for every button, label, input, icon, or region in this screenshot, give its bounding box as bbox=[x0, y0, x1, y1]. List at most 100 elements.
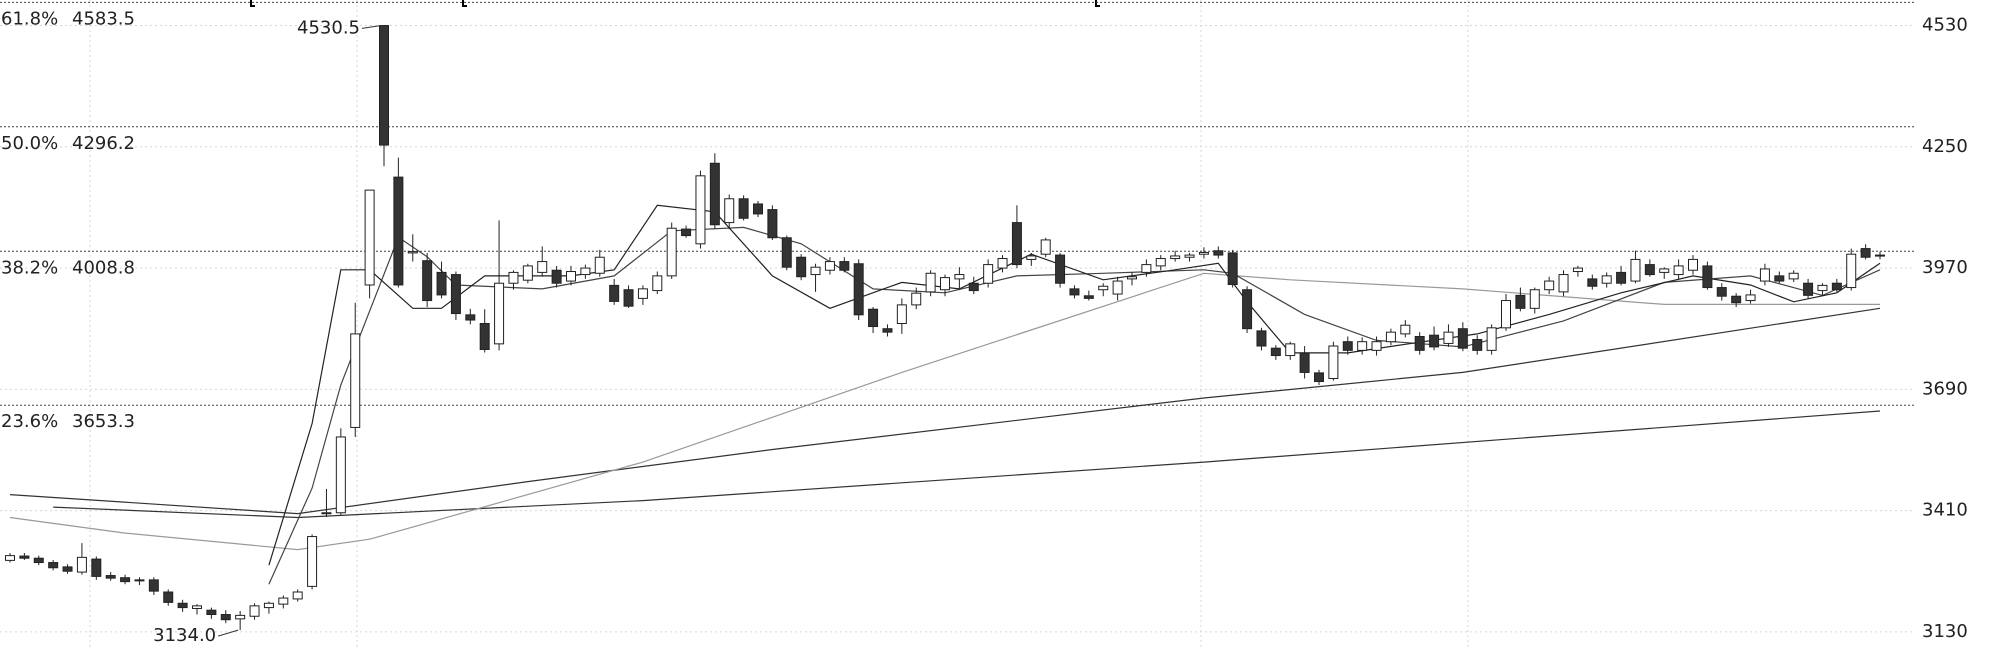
moving-average bbox=[53, 410, 1881, 519]
y-tick-label: 3970 bbox=[1922, 257, 1968, 278]
candle-body bbox=[1198, 251, 1209, 255]
candle-body bbox=[1457, 328, 1468, 349]
candle-body bbox=[465, 314, 476, 321]
candle-body bbox=[796, 256, 807, 278]
fib-price: 4008.8 bbox=[72, 257, 135, 278]
candle-body bbox=[1803, 282, 1814, 296]
period-marker bbox=[250, 0, 1100, 7]
candle-body bbox=[1184, 254, 1195, 258]
candle-body bbox=[335, 436, 346, 514]
candle-body bbox=[177, 602, 188, 609]
fib-price: 3653.3 bbox=[72, 411, 135, 432]
candle-body bbox=[566, 271, 576, 282]
fib-ratio: 50.0% bbox=[1, 133, 58, 154]
candle-body bbox=[1860, 248, 1871, 258]
candle-body bbox=[738, 198, 749, 219]
candle-body bbox=[781, 237, 792, 268]
candle-body bbox=[91, 558, 102, 577]
candle-body bbox=[1688, 258, 1698, 271]
candle-body bbox=[134, 579, 145, 582]
candle-body bbox=[508, 271, 519, 284]
candle-body bbox=[494, 282, 505, 345]
candle-body bbox=[192, 605, 202, 609]
candle-body bbox=[350, 333, 361, 428]
extreme-label: 4530.5 bbox=[297, 17, 360, 38]
candle-body bbox=[753, 203, 763, 215]
candle-body bbox=[105, 575, 116, 579]
y-tick-label: 4530 bbox=[1922, 15, 1968, 36]
candle-body bbox=[1127, 276, 1137, 280]
candle-body bbox=[479, 323, 490, 350]
candle-body bbox=[709, 162, 720, 226]
candle-body bbox=[1486, 327, 1497, 351]
candle-body bbox=[997, 258, 1008, 269]
candle-body bbox=[1817, 284, 1828, 292]
candle-body bbox=[1630, 258, 1641, 282]
candle-body bbox=[1572, 267, 1583, 273]
candle-body bbox=[1472, 339, 1483, 351]
candle-body bbox=[1385, 331, 1396, 343]
candle-body bbox=[1745, 294, 1756, 302]
candle-body bbox=[120, 577, 131, 583]
extreme-label: 3134.0 bbox=[153, 625, 216, 646]
candle-body bbox=[1544, 280, 1555, 291]
candle-body bbox=[1774, 275, 1785, 282]
fib-price: 4583.5 bbox=[72, 8, 135, 29]
candle-body bbox=[1055, 254, 1066, 284]
candle-body bbox=[853, 263, 864, 316]
candle-body bbox=[33, 557, 44, 564]
candle-body bbox=[48, 562, 59, 569]
y-tick-label: 3410 bbox=[1922, 500, 1968, 521]
candle-body bbox=[1026, 255, 1037, 260]
candle-body bbox=[882, 328, 893, 333]
candle-body bbox=[1875, 254, 1885, 257]
candle-body bbox=[393, 176, 404, 286]
candle-body bbox=[1155, 258, 1166, 267]
candle-body bbox=[681, 228, 692, 237]
candle-body bbox=[724, 198, 735, 224]
moving-average bbox=[9, 307, 1881, 515]
candle-body bbox=[868, 308, 879, 328]
candle-body bbox=[307, 536, 318, 587]
candle-body bbox=[1414, 335, 1425, 351]
candle-body bbox=[1644, 264, 1655, 276]
candle-body bbox=[983, 264, 994, 284]
candle-body bbox=[1328, 345, 1339, 379]
candle-body bbox=[1242, 289, 1253, 330]
candle-body bbox=[1256, 330, 1267, 347]
candle-body bbox=[968, 282, 979, 292]
candle-body bbox=[1529, 289, 1540, 309]
candle-body bbox=[1716, 287, 1727, 297]
candle-body bbox=[249, 605, 260, 617]
candle-body bbox=[623, 289, 634, 307]
candle-body bbox=[911, 292, 922, 306]
candle-body bbox=[1515, 294, 1526, 309]
candle-body bbox=[1342, 341, 1353, 351]
candle-body bbox=[1788, 272, 1799, 280]
candle-body bbox=[1501, 300, 1511, 329]
candle-body bbox=[925, 272, 936, 293]
candle-body bbox=[810, 266, 821, 276]
candle-body bbox=[839, 261, 850, 271]
candle-body bbox=[278, 597, 289, 605]
candle-body bbox=[695, 175, 706, 245]
candle-body bbox=[1429, 334, 1440, 348]
candle-body bbox=[954, 274, 965, 280]
candle-body bbox=[364, 189, 375, 286]
candle-body bbox=[1069, 288, 1080, 296]
candle-body bbox=[1314, 372, 1324, 383]
candle-body bbox=[1400, 324, 1411, 335]
candle-body bbox=[1270, 347, 1281, 357]
candle-body bbox=[609, 284, 620, 302]
candle-body bbox=[652, 275, 663, 292]
candle-body bbox=[594, 256, 605, 274]
candle-body bbox=[321, 512, 332, 515]
candle-body bbox=[206, 609, 217, 616]
fib-price: 4296.2 bbox=[72, 133, 135, 154]
fib-ratio: 61.8% bbox=[1, 8, 58, 29]
candle-body bbox=[1759, 268, 1770, 282]
candle-body bbox=[637, 288, 648, 299]
candle-body bbox=[1299, 352, 1310, 373]
candle-body bbox=[1098, 285, 1109, 291]
